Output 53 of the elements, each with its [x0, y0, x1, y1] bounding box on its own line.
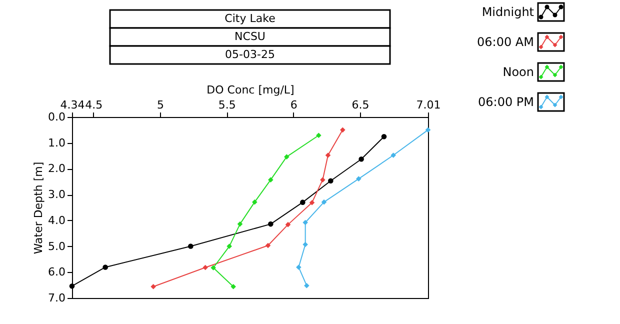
text: 05-03-25 [225, 48, 275, 61]
point [425, 127, 431, 133]
y-axis-title: Water Depth [m] [32, 162, 46, 254]
x-tick-label: 4.5 [85, 98, 103, 112]
y-tick-label: 6.0 [48, 266, 66, 279]
x-tick-label: 6 [290, 98, 298, 112]
point [268, 221, 274, 227]
point [150, 284, 156, 290]
point [268, 177, 274, 182]
point [320, 177, 326, 182]
point [358, 156, 364, 162]
point [265, 242, 271, 248]
point [69, 283, 75, 289]
point [304, 282, 310, 288]
point [340, 127, 346, 133]
point [390, 152, 396, 158]
point [296, 264, 302, 270]
legend-label: 06:00 PM [478, 95, 534, 109]
point [302, 242, 308, 248]
y-tick-label: 5.0 [48, 240, 66, 253]
point [316, 132, 322, 138]
x-tick-label: 6.5 [352, 98, 370, 112]
point [237, 221, 243, 227]
y-tick-label: 1.0 [48, 136, 66, 150]
point [188, 244, 194, 249]
legend-label: Midnight [482, 5, 534, 19]
point [381, 134, 387, 140]
point [300, 200, 306, 205]
point [226, 244, 232, 249]
point [284, 154, 290, 160]
x-tick-label: 5 [157, 98, 164, 112]
y-tick-label: 0.0 [48, 110, 66, 124]
y-tick-label: 7.0 [48, 292, 66, 304]
x-tick-label: 5.5 [218, 98, 236, 112]
chart-title: City Lake [224, 12, 276, 25]
chart-subtitle: NCSU [234, 30, 266, 43]
point [328, 178, 334, 184]
y-tick-label: 4.0 [48, 214, 66, 227]
x-axis-title: DO Conc [mg/L] [206, 84, 294, 96]
x-tick-label: 4.34 [60, 98, 85, 112]
legend-label: 06:00 AM [477, 35, 534, 49]
y-tick-label: 2.0 [48, 162, 66, 176]
point [230, 284, 236, 290]
point [102, 264, 108, 270]
point [321, 199, 327, 205]
point [252, 199, 258, 205]
point [210, 265, 216, 270]
point [356, 176, 362, 182]
legend-label: Noon [502, 65, 534, 79]
point [309, 200, 315, 206]
x-tick-label: 7.01 [416, 98, 441, 112]
y-tick-label: 3.0 [48, 188, 66, 202]
point [285, 222, 291, 228]
